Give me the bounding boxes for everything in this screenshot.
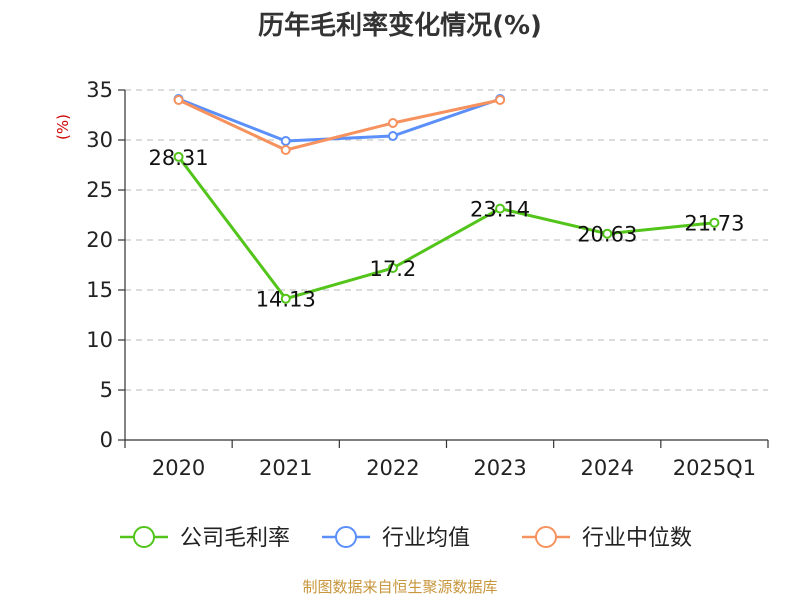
data-point (387, 131, 398, 141)
chart-title: 历年毛利率变化情况(%) (258, 10, 542, 41)
x-tick-label: 2023 (473, 456, 526, 480)
data-point (280, 293, 291, 304)
y-tick-label: 0 (100, 428, 113, 452)
x-tick-label: 2021 (259, 456, 312, 480)
data-labels: 28.31 14.13 17.2 23.14 20.63 21.73 (149, 146, 745, 312)
data-point (495, 203, 506, 214)
legend-label: 公司毛利率 (180, 526, 290, 551)
series-line (178, 97, 501, 143)
y-axis-label: (%) (54, 114, 72, 140)
y-tick-label: 20 (86, 228, 113, 252)
y-tick-label: 30 (86, 128, 113, 152)
source-note: 制图数据来自恒生聚源数据库 (302, 578, 497, 596)
y-tick-label: 35 (86, 78, 113, 102)
data-point (280, 136, 291, 146)
legend-label: 行业中位数 (582, 526, 692, 551)
legend-label: 行业均值 (382, 526, 470, 551)
data-label: 14.13 (256, 288, 316, 312)
data-label: 17.2 (370, 257, 417, 281)
y-tick-label: 15 (86, 278, 113, 302)
y-tick-label: 25 (86, 178, 113, 202)
series-line (177, 155, 715, 301)
legend-marker (335, 526, 357, 548)
data-label: 21.73 (684, 212, 744, 236)
data-point (387, 118, 398, 128)
x-tick-label: 2020 (152, 456, 205, 480)
data-point (173, 95, 184, 105)
x-tick-label: 2024 (581, 456, 634, 480)
axes: 0 5 10 15 20 25 30 35 2020 2021 2022 2023 2024 2025Q1 (86, 78, 769, 480)
legend-marker (133, 526, 155, 548)
data-point (602, 228, 613, 239)
data-label: 20.63 (577, 223, 637, 247)
data-point (280, 145, 291, 155)
x-tick-label: 2022 (366, 456, 419, 480)
data-label: 28.31 (149, 146, 209, 170)
series-line (177, 98, 501, 152)
data-point (387, 263, 398, 273)
data-label: 23.14 (470, 198, 530, 222)
data-point (709, 217, 720, 228)
y-tick-label: 10 (86, 328, 113, 352)
data-point (495, 95, 506, 105)
data-point (173, 151, 184, 162)
legend-marker (535, 526, 557, 548)
x-tick-label: 2025Q1 (673, 456, 756, 480)
series-layer (173, 94, 720, 304)
legend: 公司毛利率 行业均值 行业中位数 (120, 526, 692, 551)
y-tick-label: 5 (100, 378, 113, 402)
